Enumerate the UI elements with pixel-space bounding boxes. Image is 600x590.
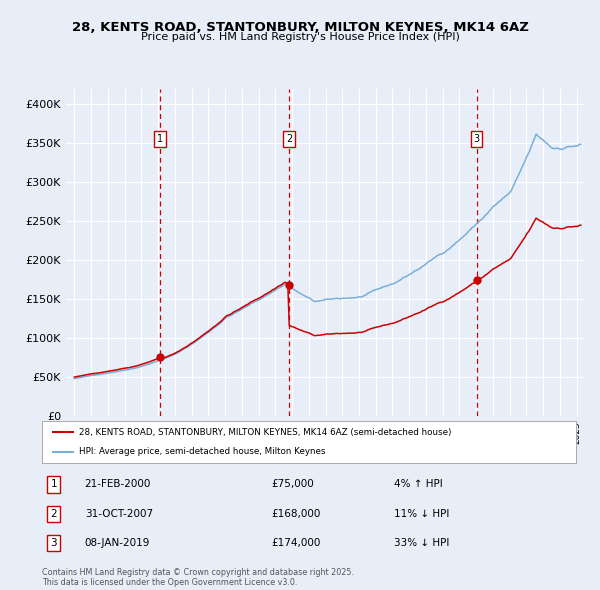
Text: Price paid vs. HM Land Registry's House Price Index (HPI): Price paid vs. HM Land Registry's House …	[140, 32, 460, 42]
Text: 28, KENTS ROAD, STANTONBURY, MILTON KEYNES, MK14 6AZ: 28, KENTS ROAD, STANTONBURY, MILTON KEYN…	[71, 21, 529, 34]
Text: Contains HM Land Registry data © Crown copyright and database right 2025.
This d: Contains HM Land Registry data © Crown c…	[42, 568, 354, 587]
Text: £75,000: £75,000	[272, 480, 314, 489]
Text: 21-FEB-2000: 21-FEB-2000	[85, 480, 151, 489]
Text: 2: 2	[286, 134, 292, 144]
Text: 1: 1	[157, 134, 163, 144]
Text: 31-OCT-2007: 31-OCT-2007	[85, 509, 153, 519]
Text: 3: 3	[50, 538, 57, 548]
Text: £174,000: £174,000	[272, 538, 321, 548]
Text: 3: 3	[473, 134, 480, 144]
Text: 11% ↓ HPI: 11% ↓ HPI	[394, 509, 450, 519]
Text: 4% ↑ HPI: 4% ↑ HPI	[394, 480, 443, 489]
Text: 33% ↓ HPI: 33% ↓ HPI	[394, 538, 450, 548]
Text: 08-JAN-2019: 08-JAN-2019	[85, 538, 150, 548]
Text: HPI: Average price, semi-detached house, Milton Keynes: HPI: Average price, semi-detached house,…	[79, 447, 326, 456]
Text: 2: 2	[50, 509, 57, 519]
Text: 1: 1	[50, 480, 57, 489]
Text: £168,000: £168,000	[272, 509, 321, 519]
Text: 28, KENTS ROAD, STANTONBURY, MILTON KEYNES, MK14 6AZ (semi-detached house): 28, KENTS ROAD, STANTONBURY, MILTON KEYN…	[79, 428, 452, 437]
